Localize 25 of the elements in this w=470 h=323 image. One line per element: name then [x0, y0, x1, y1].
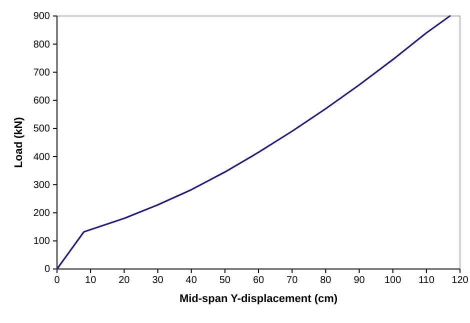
x-tick-label: 10 [85, 275, 97, 286]
y-tick-label: 0 [44, 264, 50, 276]
y-tick-label: 900 [33, 11, 50, 22]
x-tick-label: 40 [186, 275, 198, 286]
y-tick-label: 500 [33, 124, 50, 135]
x-tick-label: 70 [286, 275, 298, 286]
x-tick-label: 30 [152, 275, 164, 286]
x-tick-label: 20 [118, 275, 130, 286]
x-tick-label: 120 [452, 275, 469, 286]
x-tick-label: 50 [219, 275, 231, 286]
y-tick-label: 300 [33, 180, 50, 191]
y-tick-label: 100 [33, 236, 50, 248]
x-tick-label: 100 [384, 275, 402, 286]
y-axis-title: Load (kN) [13, 116, 25, 168]
x-tick-label: 0 [54, 275, 60, 286]
x-axis-title: Mid-span Y-displacement (cm) [179, 293, 338, 305]
x-tick-label: 90 [354, 275, 366, 286]
y-tick-label: 700 [33, 67, 50, 78]
y-tick-label: 600 [33, 96, 50, 107]
y-tick-label: 400 [33, 152, 50, 163]
x-tick-label: 60 [252, 275, 264, 286]
y-tick-label: 200 [33, 208, 50, 219]
x-tick-label: 80 [320, 275, 332, 286]
x-tick-label: 110 [418, 275, 435, 286]
y-tick-label: 800 [33, 39, 50, 50]
